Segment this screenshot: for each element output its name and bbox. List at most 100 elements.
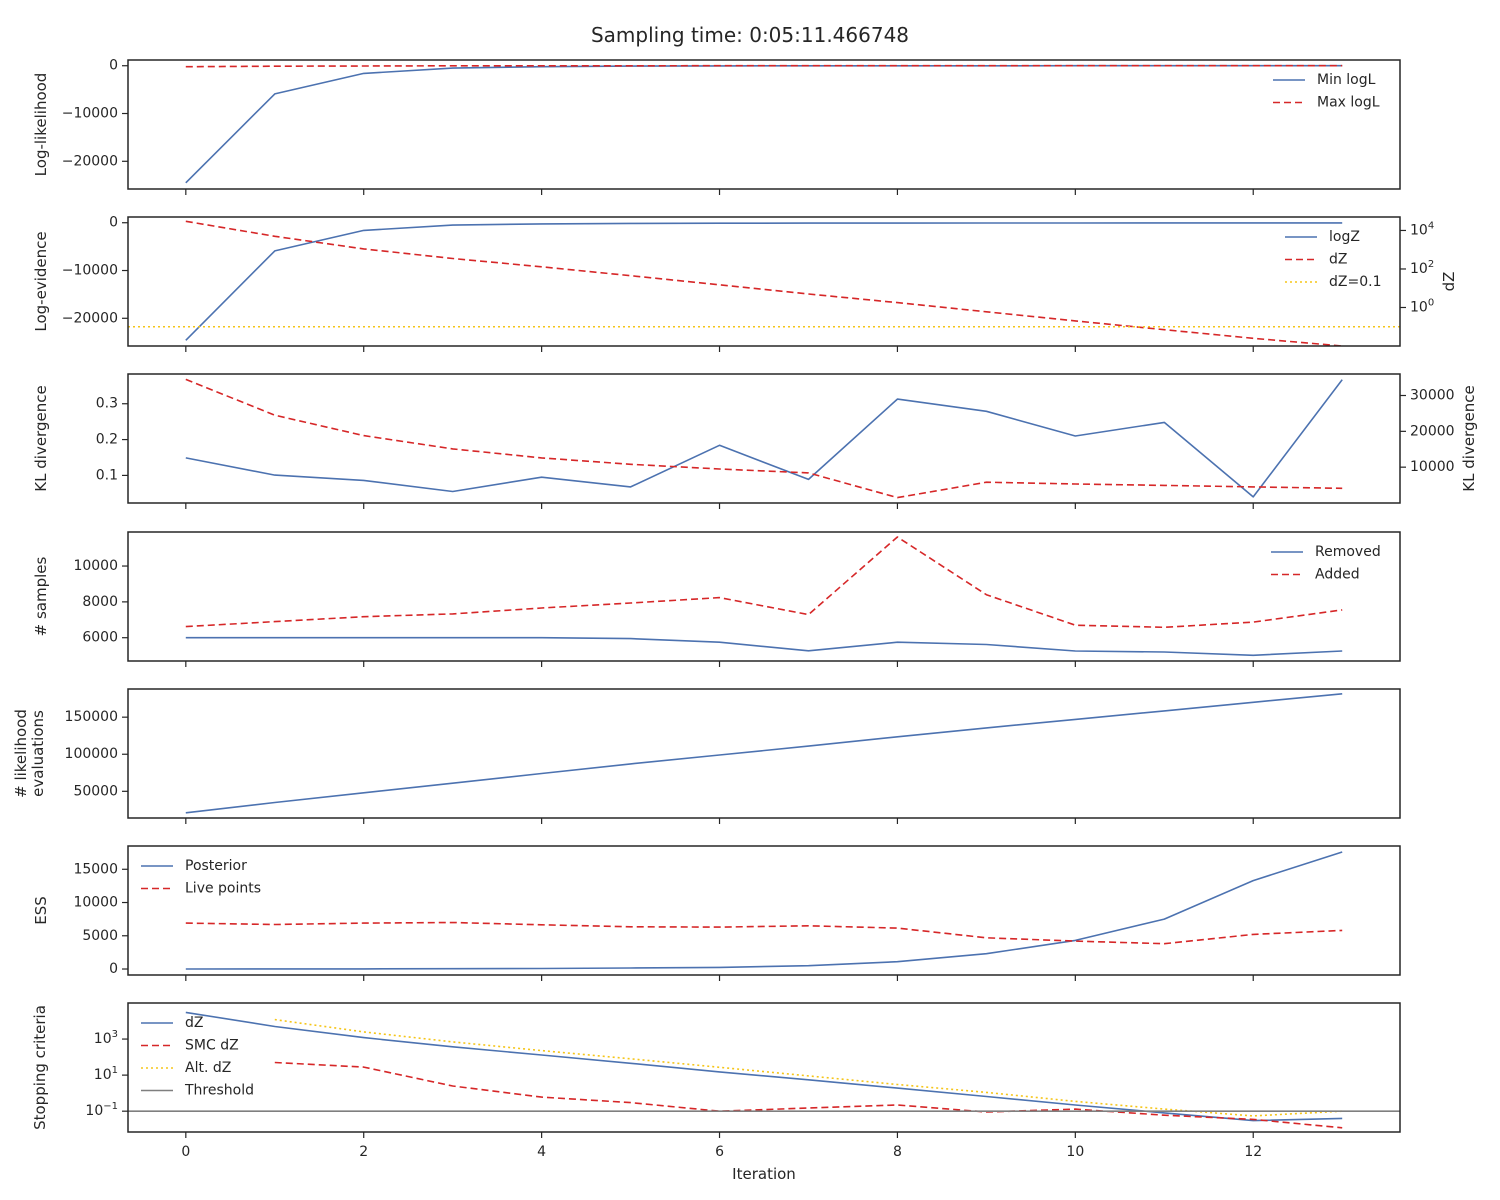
legend-label: Threshold	[184, 1083, 254, 1099]
series-smc-dz	[274, 1061, 1343, 1129]
y-tick-label: 0	[109, 58, 118, 74]
plot-area	[185, 378, 1343, 499]
series-posterior	[185, 851, 1343, 970]
legend-label: dZ	[1329, 252, 1347, 268]
series-logz	[185, 222, 1343, 341]
x-axis-label: Iteration	[732, 1165, 796, 1183]
x-tick-label: 0	[181, 1144, 190, 1160]
y-axis-label: # samples	[32, 556, 50, 636]
legend: Posterior Live points	[141, 858, 261, 897]
panel-4: 6000 8000 10000 # samples Removed Added	[32, 531, 1401, 667]
series-line-1	[185, 378, 1343, 499]
panel-frame	[127, 688, 1401, 819]
y2-axis-label: dZ	[1440, 272, 1458, 292]
legend: logZ dZ dZ=0.1	[1285, 229, 1381, 290]
x-tick-label: 2	[359, 1144, 368, 1160]
y-axis-label: Log-likelihood	[32, 73, 50, 177]
y-tick-label: 103	[94, 1029, 118, 1048]
legend-label: logZ	[1329, 229, 1360, 245]
y-tick-label: 101	[94, 1065, 118, 1084]
legend-label: Removed	[1315, 544, 1381, 560]
series-min-logl	[185, 64, 1343, 184]
series-dz	[185, 1011, 1343, 1122]
y-tick-label: 10−1	[85, 1101, 118, 1120]
y-tick-label: 10000	[73, 895, 118, 911]
y2-tick-label: 102	[1410, 258, 1434, 277]
y2-tick-label: 100	[1410, 297, 1434, 316]
panel-frame	[127, 59, 1401, 190]
y-tick-label: 0	[109, 215, 118, 231]
panel-frame	[127, 1002, 1401, 1133]
legend-label: Added	[1315, 567, 1360, 583]
y-tick-label: 10000	[73, 558, 118, 574]
legend-label: Min logL	[1317, 72, 1376, 88]
x-tick-label: 10	[1066, 1144, 1084, 1160]
y-tick-label: 6000	[82, 630, 118, 646]
y-axis-label: # likelihoodevaluations	[12, 709, 47, 798]
y-tick-label: −20000	[62, 310, 118, 326]
y-axis-label: Log-evidence	[32, 231, 50, 331]
y-tick-label: 50000	[73, 783, 118, 799]
x-tick-label: 4	[537, 1144, 546, 1160]
plot-area	[185, 851, 1343, 970]
series-removed	[185, 636, 1343, 657]
legend: Min logL Max logL	[1273, 72, 1380, 111]
y-tick-label: −20000	[62, 153, 118, 169]
legend-label: Live points	[185, 881, 261, 897]
legend-label: SMC dZ	[185, 1038, 239, 1054]
figure-title: Sampling time: 0:05:11.466748	[591, 23, 909, 47]
panel-frame	[127, 531, 1401, 662]
panel-3: 0.1 0.2 0.3 10000 20000 30000 KL divergence KL …	[32, 373, 1478, 509]
y2-tick-label: 30000	[1410, 388, 1455, 404]
legend: dZ SMC dZ Alt. dZ Threshold	[141, 1015, 254, 1099]
panel-6: 0 5000 10000 15000 ESS Posterior Live points	[32, 845, 1401, 981]
plot-area	[128, 220, 1400, 346]
y-tick-label: −10000	[62, 263, 118, 279]
y-tick-label: 0	[109, 961, 118, 977]
legend-label: Alt. dZ	[185, 1060, 231, 1076]
legend-label: dZ	[185, 1015, 203, 1031]
legend-label: Posterior	[185, 858, 247, 874]
y2-tick-label: 104	[1410, 220, 1434, 239]
y-tick-label: −10000	[62, 106, 118, 122]
y-tick-label: 0.1	[96, 467, 118, 483]
y-tick-label: 150000	[65, 709, 118, 725]
x-tick-labels: 0 2 4 6 8 10 12	[181, 1144, 1262, 1160]
y-axis-label: ESS	[32, 896, 50, 925]
panel-frame	[127, 845, 1401, 976]
y-tick-label: 100000	[65, 746, 118, 762]
plot-area	[185, 693, 1343, 814]
x-tick-label: 8	[893, 1144, 902, 1160]
series-dz	[185, 220, 1343, 346]
series-added	[185, 536, 1343, 629]
y-axis-label: Stopping criteria	[31, 1005, 49, 1130]
y-tick-label: 8000	[82, 594, 118, 610]
plot-area	[185, 64, 1343, 184]
panel-5: 50000 100000 150000 # likelihoodevaluations	[12, 688, 1401, 824]
y-tick-label: 5000	[82, 928, 118, 944]
plot-area	[128, 1011, 1400, 1129]
x-tick-label: 6	[715, 1144, 724, 1160]
y-tick-label: 0.3	[96, 396, 118, 412]
panels: 0 −10000 −20000 Log-likelihood Min logL Max l…	[12, 58, 1478, 1160]
panel-frame	[127, 373, 1401, 504]
y-axis-label-line: evaluations	[29, 710, 47, 797]
plot-area	[185, 536, 1343, 657]
y2-axis-label: KL divergence	[1460, 385, 1478, 491]
series-alt-dz	[274, 1018, 1343, 1117]
panel-frame	[127, 216, 1401, 347]
x-tick-label: 12	[1244, 1144, 1262, 1160]
series-line-0	[185, 379, 1343, 498]
y-tick-label: 0.2	[96, 432, 118, 448]
legend-label: Max logL	[1317, 95, 1380, 111]
panel-7: 103 101 10−1 Stopping criteria dZ SMC dZ Alt. …	[31, 1002, 1401, 1138]
legend: Removed Added	[1271, 544, 1381, 583]
y2-tick-label: 10000	[1410, 459, 1455, 475]
y-tick-label: 15000	[73, 861, 118, 877]
legend-label: dZ=0.1	[1329, 274, 1381, 290]
series-max-logl	[185, 64, 1343, 68]
y2-tick-label: 20000	[1410, 423, 1455, 439]
y-axis-label-line: # likelihood	[12, 709, 30, 798]
